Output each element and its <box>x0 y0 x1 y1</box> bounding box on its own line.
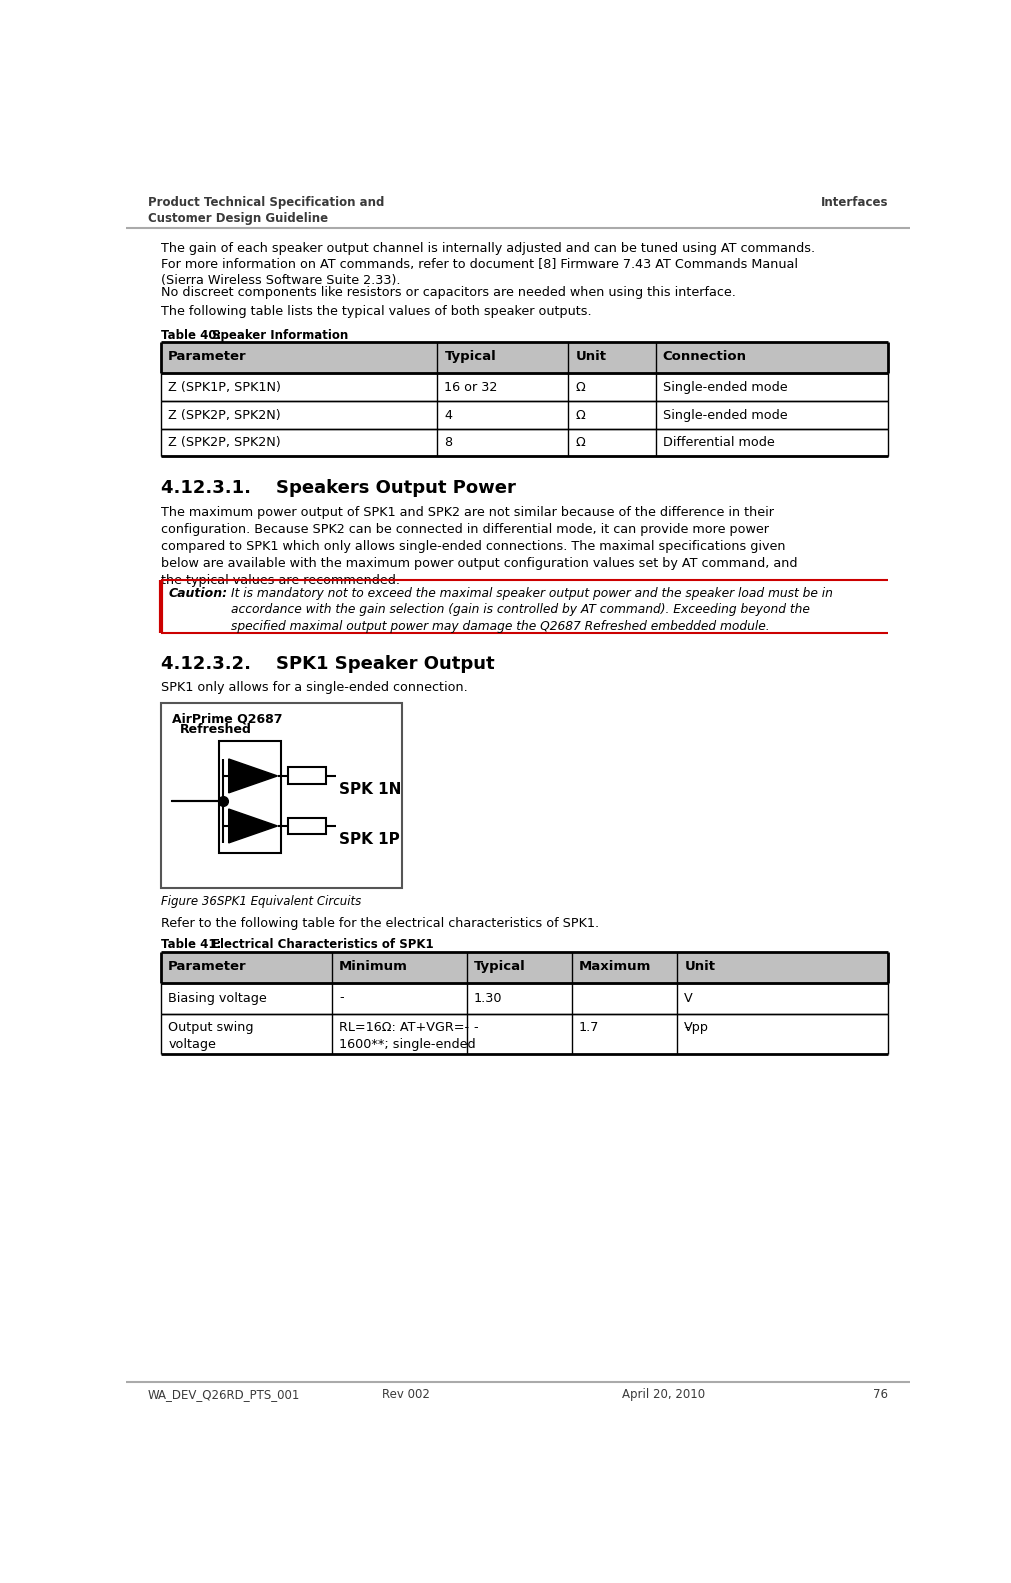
Text: Rev 002: Rev 002 <box>382 1388 430 1401</box>
Bar <box>161 374 889 400</box>
Text: AirPrime Q2687: AirPrime Q2687 <box>172 712 283 725</box>
Text: Differential mode: Differential mode <box>662 437 774 450</box>
Text: Biasing voltage: Biasing voltage <box>168 991 267 1005</box>
Text: 1Ω: 1Ω <box>298 766 315 779</box>
Text: 16 or 32: 16 or 32 <box>445 382 497 394</box>
Text: Refreshed: Refreshed <box>180 723 252 736</box>
Text: Electrical Characteristics of SPK1: Electrical Characteristics of SPK1 <box>211 939 434 951</box>
Text: The maximum power output of SPK1 and SPK2 are not similar because of the differe: The maximum power output of SPK1 and SPK… <box>161 505 798 587</box>
Text: The gain of each speaker output channel is internally adjusted and can be tuned : The gain of each speaker output channel … <box>161 242 816 288</box>
Text: Single-ended mode: Single-ended mode <box>662 382 788 394</box>
Bar <box>161 953 889 983</box>
Bar <box>219 741 281 853</box>
Polygon shape <box>228 809 277 842</box>
Text: 76: 76 <box>874 1388 889 1401</box>
Text: Product Technical Specification and
Customer Design Guideline: Product Technical Specification and Cust… <box>148 196 384 225</box>
Text: -: - <box>473 1021 478 1034</box>
Text: Connection: Connection <box>662 350 746 363</box>
Text: Ω: Ω <box>575 382 585 394</box>
Text: Interfaces: Interfaces <box>821 196 889 209</box>
Polygon shape <box>228 758 277 793</box>
Text: Minimum: Minimum <box>339 959 407 974</box>
Text: 1.30: 1.30 <box>473 991 502 1005</box>
Bar <box>161 703 401 888</box>
Text: 1Ω: 1Ω <box>298 815 315 829</box>
Text: SPK 1N: SPK 1N <box>339 782 401 798</box>
Text: V: V <box>684 991 694 1005</box>
Bar <box>287 768 327 785</box>
Text: Ω: Ω <box>575 408 585 421</box>
Bar <box>161 983 889 1013</box>
Text: Table 41:: Table 41: <box>161 939 221 951</box>
Text: Maximum: Maximum <box>579 959 651 974</box>
Bar <box>161 342 889 374</box>
Bar <box>161 1013 889 1054</box>
Text: SPK 1P: SPK 1P <box>339 833 399 847</box>
Text: Ω: Ω <box>575 437 585 450</box>
Text: Parameter: Parameter <box>168 959 247 974</box>
Text: The following table lists the typical values of both speaker outputs.: The following table lists the typical va… <box>161 306 591 318</box>
Text: Vpp: Vpp <box>684 1021 710 1034</box>
Text: No discreet components like resistors or capacitors are needed when using this i: No discreet components like resistors or… <box>161 287 736 299</box>
Text: Speaker Information: Speaker Information <box>211 329 348 342</box>
Text: Parameter: Parameter <box>168 350 247 363</box>
Text: Unit: Unit <box>575 350 607 363</box>
Text: Figure 36.: Figure 36. <box>161 896 220 909</box>
Bar <box>287 817 327 834</box>
Text: -: - <box>684 1021 688 1034</box>
Text: Caution:: Caution: <box>169 587 228 600</box>
Text: 8: 8 <box>445 437 453 450</box>
Text: April 20, 2010: April 20, 2010 <box>623 1388 706 1401</box>
Text: WA_DEV_Q26RD_PTS_001: WA_DEV_Q26RD_PTS_001 <box>148 1388 300 1401</box>
Text: SPK1 Equivalent Circuits: SPK1 Equivalent Circuits <box>217 896 361 909</box>
Text: RL=16Ω: AT+VGR=-
1600**; single-ended: RL=16Ω: AT+VGR=- 1600**; single-ended <box>339 1021 476 1051</box>
Bar <box>161 400 889 429</box>
Text: Output swing
voltage: Output swing voltage <box>168 1021 254 1051</box>
Text: Table 40:: Table 40: <box>161 329 221 342</box>
Text: -: - <box>339 991 344 1005</box>
Text: Z (SPK2P, SPK2N): Z (SPK2P, SPK2N) <box>168 437 281 450</box>
Text: Refer to the following table for the electrical characteristics of SPK1.: Refer to the following table for the ele… <box>161 917 600 929</box>
Text: Typical: Typical <box>445 350 496 363</box>
Text: 1.7: 1.7 <box>579 1021 600 1034</box>
Text: Typical: Typical <box>473 959 526 974</box>
Text: Single-ended mode: Single-ended mode <box>662 408 788 421</box>
Text: SPK1 only allows for a single-ended connection.: SPK1 only allows for a single-ended conn… <box>161 681 468 695</box>
Text: Z (SPK2P, SPK2N): Z (SPK2P, SPK2N) <box>168 408 281 421</box>
Text: 4: 4 <box>445 408 453 421</box>
Text: It is mandatory not to exceed the maximal speaker output power and the speaker l: It is mandatory not to exceed the maxima… <box>231 587 833 633</box>
Text: 4.12.3.1.    Speakers Output Power: 4.12.3.1. Speakers Output Power <box>161 480 517 497</box>
Text: Z (SPK1P, SPK1N): Z (SPK1P, SPK1N) <box>168 382 281 394</box>
Bar <box>161 429 889 456</box>
Text: 4.12.3.2.    SPK1 Speaker Output: 4.12.3.2. SPK1 Speaker Output <box>161 655 494 673</box>
Text: Unit: Unit <box>684 959 716 974</box>
